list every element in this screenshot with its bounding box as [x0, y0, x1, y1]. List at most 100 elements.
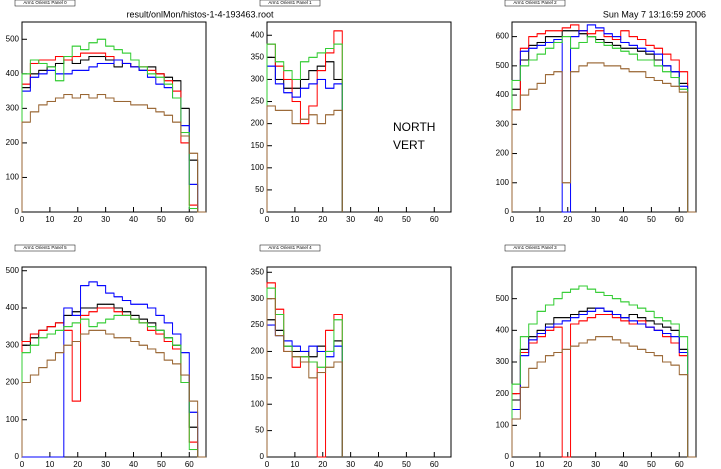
- x-tick-label: 60: [675, 460, 684, 469]
- step-connector: [266, 298, 343, 457]
- x-tick-label: 0: [20, 215, 25, 224]
- step-connector: [511, 30, 696, 213]
- step-connector: [511, 307, 696, 458]
- y-tick-label: 350: [251, 267, 265, 276]
- y-tick-label: 500: [6, 266, 20, 275]
- y-tick-label: 300: [251, 294, 265, 303]
- x-tick-label: 20: [563, 460, 572, 469]
- pad-title: Arm1 Orient1 Panel 3: [513, 245, 557, 250]
- step-connector: [266, 282, 343, 458]
- x-tick-label: 60: [185, 460, 194, 469]
- x-tick-label: 20: [73, 215, 82, 224]
- step-connector: [511, 336, 696, 458]
- y-tick-label: 400: [6, 69, 20, 78]
- x-tick-label: 20: [318, 460, 327, 469]
- x-tick-label: 40: [374, 460, 383, 469]
- step-connector: [21, 329, 206, 458]
- x-tick-label: 10: [45, 460, 54, 469]
- step-connector: [511, 285, 696, 458]
- step-connector: [511, 62, 696, 213]
- x-tick-label: 50: [402, 215, 411, 224]
- x-tick-label: 60: [185, 215, 194, 224]
- x-tick-label: 30: [346, 460, 355, 469]
- annotation: VERT: [393, 138, 425, 152]
- y-tick-label: 200: [251, 347, 265, 356]
- x-tick-label: 10: [45, 215, 54, 224]
- pad-title-box: [504, 0, 566, 7]
- date-label: Sun May 7 13:16:59 2006: [603, 9, 706, 19]
- x-tick-label: 30: [346, 215, 355, 224]
- x-tick-label: 50: [647, 460, 656, 469]
- plot-frame: [266, 266, 452, 458]
- x-tick-label: 40: [129, 460, 138, 469]
- step-connector: [21, 59, 206, 213]
- x-tick-label: 10: [290, 215, 299, 224]
- y-tick-label: 0: [260, 207, 265, 216]
- x-tick-label: 60: [430, 215, 439, 224]
- x-tick-label: 0: [510, 460, 515, 469]
- y-tick-label: 100: [251, 399, 265, 408]
- y-tick-label: 0: [15, 452, 20, 461]
- x-tick-label: 30: [591, 215, 600, 224]
- step-connector: [266, 105, 343, 212]
- y-tick-label: 300: [251, 75, 265, 84]
- pad-title-box: [259, 244, 321, 252]
- step-connector: [511, 36, 696, 213]
- x-tick-label: 0: [510, 215, 515, 224]
- y-tick-label: 200: [6, 378, 20, 387]
- y-tick-label: 400: [6, 303, 20, 312]
- pad-title: Arm1 Orient1 Panel 4: [268, 245, 312, 250]
- y-tick-label: 200: [496, 149, 510, 158]
- plot-frame: [511, 21, 697, 213]
- y-tick-label: 50: [255, 426, 264, 435]
- x-tick-label: 30: [101, 460, 110, 469]
- step-connector: [21, 303, 206, 458]
- pad-title: Arm1 Orient1 Panel 5: [23, 245, 67, 250]
- y-tick-label: 0: [15, 207, 20, 216]
- pad-title: Arm1 Orient1 Panel 2: [513, 0, 557, 5]
- y-tick-label: 200: [496, 389, 510, 398]
- y-tick-label: 100: [496, 178, 510, 187]
- x-tick-label: 60: [430, 460, 439, 469]
- annotation: NORTH: [393, 120, 435, 134]
- y-tick-label: 400: [496, 90, 510, 99]
- step-connector: [21, 52, 206, 213]
- y-tick-label: 0: [505, 207, 510, 216]
- pad-title-box: [259, 0, 321, 7]
- x-tick-label: 10: [290, 460, 299, 469]
- y-tick-label: 300: [496, 357, 510, 366]
- x-tick-label: 40: [374, 215, 383, 224]
- x-tick-label: 40: [129, 215, 138, 224]
- file-label: result/onlMon/histos-1-4-193463.root: [126, 9, 274, 19]
- x-tick-label: 20: [563, 215, 572, 224]
- step-connector: [266, 30, 343, 212]
- x-tick-label: 10: [535, 460, 544, 469]
- x-tick-label: 20: [73, 460, 82, 469]
- step-connector: [266, 43, 343, 212]
- x-tick-label: 40: [619, 215, 628, 224]
- step-connector: [22, 281, 206, 458]
- pad-title-box: [14, 244, 76, 252]
- y-tick-label: 0: [505, 452, 510, 461]
- y-tick-label: 500: [496, 294, 510, 303]
- step-connector: [511, 307, 696, 458]
- y-tick-label: 100: [251, 163, 265, 172]
- y-tick-label: 200: [251, 119, 265, 128]
- x-tick-label: 10: [535, 215, 544, 224]
- y-tick-label: 50: [255, 185, 264, 194]
- step-connector: [511, 24, 696, 213]
- y-tick-label: 100: [6, 415, 20, 424]
- x-tick-label: 0: [265, 460, 270, 469]
- y-tick-label: 200: [6, 138, 20, 147]
- y-tick-label: 500: [6, 34, 20, 43]
- y-tick-label: 300: [6, 340, 20, 349]
- step-connector: [266, 65, 343, 212]
- x-tick-label: 50: [402, 460, 411, 469]
- y-tick-label: 350: [251, 52, 265, 61]
- step-connector: [21, 307, 206, 458]
- x-tick-label: 30: [591, 460, 600, 469]
- step-connector: [266, 287, 343, 457]
- plot-frame: [21, 21, 207, 213]
- y-tick-label: 600: [496, 32, 510, 41]
- step-connector: [266, 319, 343, 457]
